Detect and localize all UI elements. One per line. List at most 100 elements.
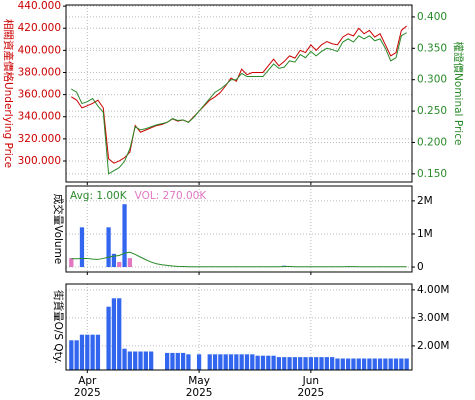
bar — [308, 357, 313, 370]
bar — [287, 357, 292, 370]
bar — [106, 306, 111, 370]
bar — [180, 352, 186, 370]
y-tick-label: 3.00M — [417, 312, 449, 324]
y-tick-label: 400.000 — [18, 44, 61, 56]
bar — [255, 355, 260, 370]
bar — [340, 358, 345, 370]
y-axis-label: 相關資產價格Underlying Price — [2, 19, 15, 168]
bar — [383, 358, 388, 370]
x-tick-label: May — [188, 375, 210, 387]
bar — [111, 298, 117, 370]
bar — [330, 357, 335, 370]
bar — [276, 357, 282, 370]
bar — [234, 354, 239, 370]
y-tick-label: 0.400 — [417, 11, 447, 23]
bar — [212, 354, 218, 370]
line — [71, 32, 407, 175]
bar — [282, 357, 287, 370]
x-tick-label: Apr — [78, 375, 97, 387]
bar — [314, 357, 319, 370]
y-axis-label: 成交量Volume — [52, 194, 65, 265]
x-tick-year: 2025 — [186, 387, 213, 399]
y-axis-label: 街貨量O/S Qty. — [52, 290, 65, 364]
x-tick-year: 2025 — [74, 387, 101, 399]
bar — [69, 340, 74, 370]
bar — [324, 357, 329, 370]
x-tick-year: 2025 — [297, 387, 324, 399]
bar — [228, 354, 234, 370]
y-tick-label: 2M — [417, 195, 433, 207]
panel-frame — [65, 283, 413, 371]
bar — [127, 351, 133, 370]
bar — [292, 357, 298, 370]
x-tick-label: Jun — [302, 375, 319, 387]
bar — [298, 357, 303, 370]
bar — [244, 354, 250, 370]
bar — [143, 351, 148, 370]
bar — [79, 227, 85, 268]
bar — [133, 351, 138, 370]
bar — [149, 351, 154, 370]
y2-axis-label: 權證價Nominal Price — [452, 42, 465, 146]
bar — [196, 354, 202, 370]
line — [71, 25, 407, 164]
bar — [351, 358, 356, 370]
bar — [127, 258, 133, 268]
y-tick-label: 320.000 — [18, 133, 61, 145]
bar — [223, 354, 228, 370]
bar — [372, 358, 377, 370]
annotation: Avg: 1.00K — [70, 190, 128, 202]
bar — [266, 355, 271, 370]
bar — [377, 358, 383, 370]
y-tick-label: 300.000 — [18, 155, 61, 167]
bar — [106, 227, 111, 268]
bar — [393, 358, 399, 370]
y-tick-label: 0.150 — [417, 168, 447, 180]
bar — [111, 253, 117, 268]
y-tick-label: 380.000 — [18, 66, 61, 78]
bar — [367, 358, 372, 370]
bar — [122, 204, 127, 268]
bar — [175, 352, 180, 370]
bar — [79, 334, 85, 370]
panel-frame — [65, 4, 413, 183]
bar — [356, 358, 361, 370]
bar — [271, 355, 276, 370]
bar — [138, 351, 143, 370]
bar — [85, 334, 90, 370]
bar — [303, 357, 308, 370]
bar — [117, 262, 122, 268]
bar — [388, 358, 393, 370]
y-tick-label: 440.000 — [18, 0, 61, 12]
bar — [260, 355, 266, 370]
bar — [165, 352, 170, 370]
annotation: VOL: 270.00K — [135, 190, 208, 202]
bar — [90, 334, 95, 370]
y-tick-label: 340.000 — [18, 111, 61, 123]
bar — [69, 258, 74, 268]
y-tick-label: 0.200 — [417, 136, 447, 148]
y-tick-label: 0 — [417, 261, 424, 273]
bar — [186, 354, 191, 370]
bar — [399, 358, 404, 370]
bar — [335, 358, 340, 370]
bar — [250, 354, 255, 370]
line — [71, 251, 407, 268]
y-tick-label: 0.250 — [417, 105, 447, 117]
y-tick-label: 1M — [417, 228, 433, 240]
bar — [74, 340, 79, 370]
bar — [117, 298, 122, 370]
bar — [239, 354, 244, 370]
y-tick-label: 0.300 — [417, 74, 447, 86]
bar — [218, 354, 223, 370]
bar — [345, 358, 351, 370]
y-tick-label: 420.000 — [18, 22, 61, 34]
panel-frame — [65, 185, 413, 273]
bar — [319, 357, 324, 370]
bar — [361, 358, 367, 370]
bar — [207, 354, 212, 370]
y-tick-label: 2.00M — [417, 340, 449, 352]
bar — [170, 352, 175, 370]
y-tick-label: 360.000 — [18, 89, 61, 101]
